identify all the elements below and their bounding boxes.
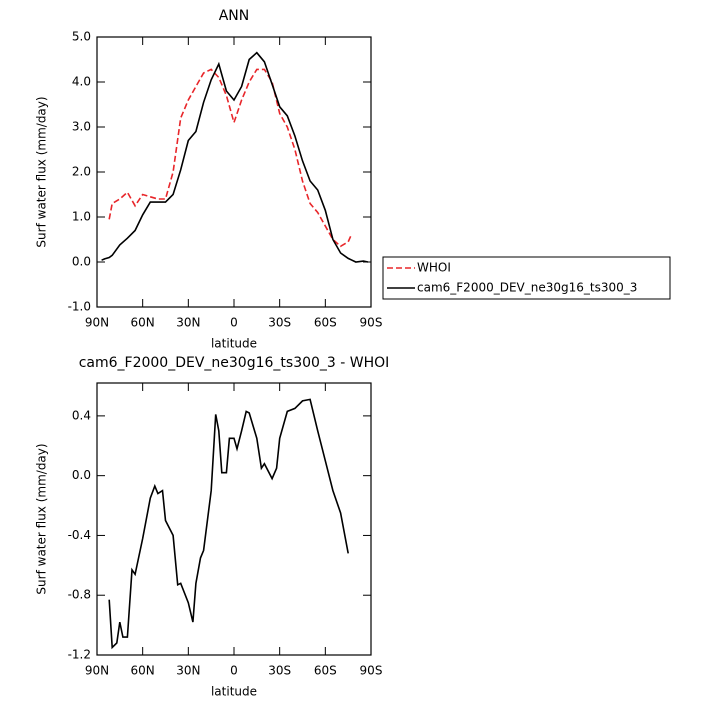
y-tick-label: 1.0 — [72, 210, 91, 224]
x-tick-label: 60S — [314, 664, 337, 678]
y-tick-label: -1.2 — [68, 648, 91, 662]
x-tick-label: 60N — [131, 316, 155, 330]
x-tick-label: 60S — [314, 316, 337, 330]
x-tick-label: 30S — [268, 664, 291, 678]
y-tick-label: -0.8 — [68, 588, 91, 602]
x-tick-label: 0 — [230, 664, 238, 678]
x-tick-label: 30N — [176, 664, 200, 678]
y-tick-label: 0.4 — [72, 408, 91, 422]
legend: WHOI cam6_F2000_DEV_ne30g16_ts300_3 — [382, 256, 671, 300]
x-tick-label: 90S — [360, 316, 383, 330]
y-tick-label: 4.0 — [72, 75, 91, 89]
x-axis-label: latitude — [211, 337, 257, 351]
x-tick-label: 90N — [85, 664, 109, 678]
x-tick-label: 30S — [268, 316, 291, 330]
plot-frame — [96, 382, 372, 656]
y-tick-label: 0.0 — [72, 468, 91, 482]
legend-label: WHOI — [417, 261, 451, 275]
legend-label: cam6_F2000_DEV_ne30g16_ts300_3 — [417, 281, 637, 295]
data-line — [108, 68, 352, 248]
y-axis-label: Surf water flux (mm/day) — [35, 96, 49, 247]
x-tick-label: 90S — [360, 664, 383, 678]
y-tick-label: 3.0 — [72, 120, 91, 134]
y-tick-label: -0.4 — [68, 528, 91, 542]
data-line — [108, 398, 349, 650]
chart-title: ANN — [219, 8, 250, 24]
y-tick-label: 5.0 — [72, 30, 91, 44]
y-tick-label: 2.0 — [72, 165, 91, 179]
x-tick-label: 90N — [85, 316, 109, 330]
legend-box — [382, 256, 671, 300]
plot-frame — [96, 36, 372, 308]
y-axis-label: Surf water flux (mm/day) — [35, 443, 49, 594]
y-tick-label: 0.0 — [72, 255, 91, 269]
chart-title: cam6_F2000_DEV_ne30g16_ts300_3 - WHOI — [79, 355, 390, 371]
y-tick-label: -1.0 — [68, 300, 91, 314]
x-axis-label: latitude — [211, 685, 257, 699]
x-tick-label: 30N — [176, 316, 200, 330]
x-tick-label: 60N — [131, 664, 155, 678]
x-tick-label: 0 — [230, 316, 238, 330]
data-line — [101, 51, 369, 263]
